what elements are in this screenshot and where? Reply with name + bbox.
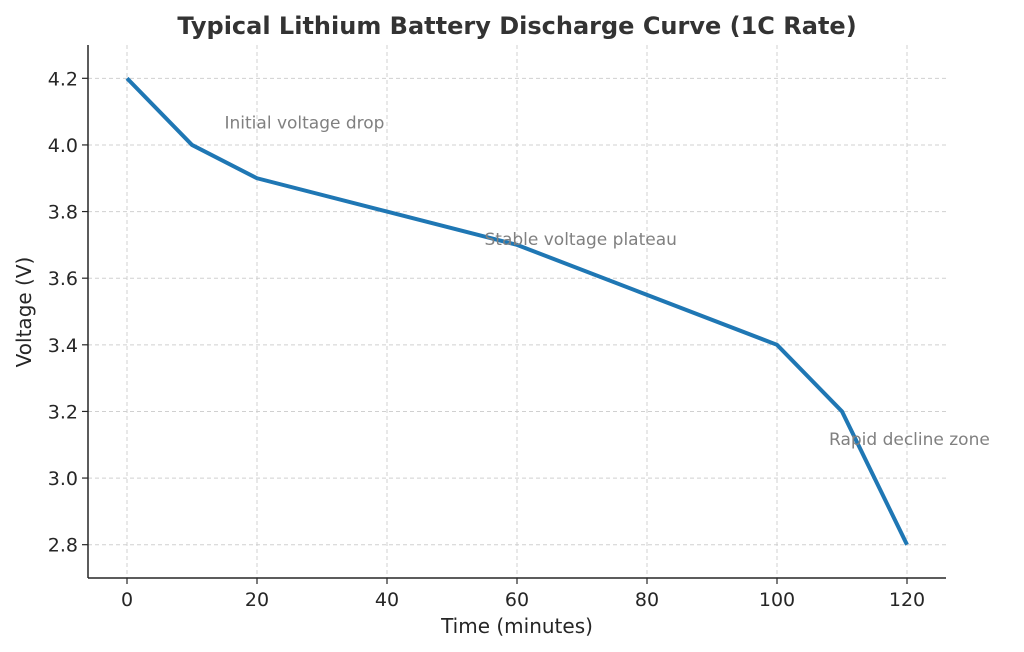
grid <box>88 45 946 578</box>
y-tick-label: 2.8 <box>48 535 78 557</box>
x-tick-label: 40 <box>375 589 399 611</box>
y-tick-label: 3.8 <box>48 202 78 224</box>
x-tick-label: 100 <box>759 589 795 611</box>
x-tick-label: 0 <box>121 589 133 611</box>
tick-labels: 0 20 40 60 80 100 120 2.8 3.0 3.2 3.4 3.6 3.8 4.0 4.2 <box>48 68 925 611</box>
series-lines <box>125 76 909 546</box>
y-tick-label: 3.4 <box>48 335 78 357</box>
x-tick-label: 60 <box>505 589 529 611</box>
series-line <box>125 76 909 546</box>
annotation: Rapid decline zone <box>829 430 990 450</box>
y-tick-label: 3.0 <box>48 468 78 490</box>
y-tick-label: 3.6 <box>48 268 78 290</box>
y-tick-label: 3.2 <box>48 401 78 423</box>
x-tick-label: 80 <box>635 589 659 611</box>
x-tick-label: 20 <box>245 589 269 611</box>
x-axis-label: Time (minutes) <box>440 614 593 638</box>
y-tick-label: 4.2 <box>48 68 78 90</box>
annotation: Stable voltage plateau <box>485 230 677 250</box>
y-axis-label: Voltage (V) <box>12 257 36 368</box>
chart-title: Typical Lithium Battery Discharge Curve … <box>177 12 856 40</box>
y-tick-label: 4.0 <box>48 135 78 157</box>
annotation: Initial voltage drop <box>225 113 385 133</box>
annotations: Initial voltage drop Stable voltage plate… <box>225 113 990 449</box>
x-tick-label: 120 <box>889 589 925 611</box>
axes <box>82 45 946 584</box>
